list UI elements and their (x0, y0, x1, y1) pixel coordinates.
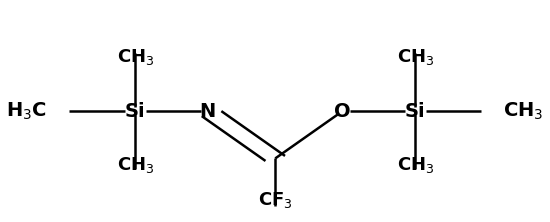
Text: CF$_3$: CF$_3$ (258, 190, 293, 210)
Text: H$_3$C: H$_3$C (6, 100, 47, 122)
Text: Si: Si (125, 101, 146, 121)
Text: CH$_3$: CH$_3$ (117, 155, 154, 175)
Text: CH$_3$: CH$_3$ (397, 155, 434, 175)
Text: N: N (200, 101, 216, 121)
Text: CH$_3$: CH$_3$ (397, 47, 434, 67)
Text: Si: Si (405, 101, 426, 121)
Text: O: O (334, 101, 351, 121)
Text: CH$_3$: CH$_3$ (503, 100, 544, 122)
Text: CH$_3$: CH$_3$ (117, 47, 154, 67)
